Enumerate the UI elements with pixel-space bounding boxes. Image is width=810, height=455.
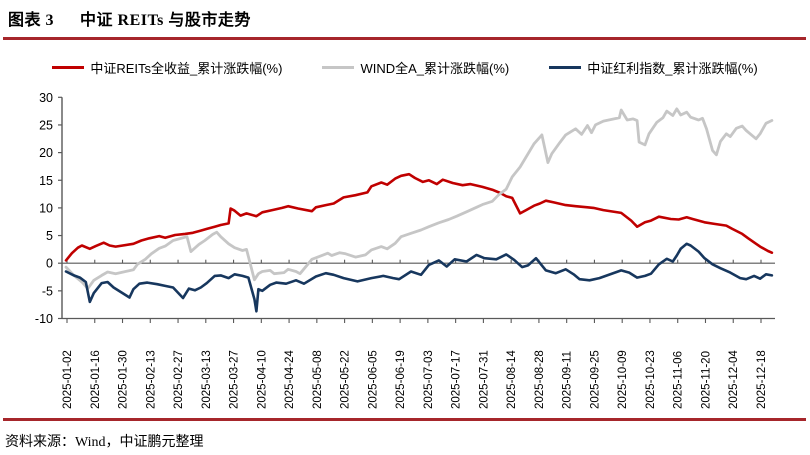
svg-text:2025-11-20: 2025-11-20 bbox=[700, 351, 712, 409]
svg-text:2025-03-13: 2025-03-13 bbox=[201, 350, 213, 409]
legend-item-dividend-index: 中证红利指数_累计涨跌幅(%) bbox=[549, 58, 758, 77]
svg-text:30: 30 bbox=[39, 91, 53, 105]
series-line bbox=[64, 172, 774, 262]
legend-item-wind-all-a: WIND全A_累计涨跌幅(%) bbox=[322, 58, 509, 77]
series-line bbox=[64, 107, 774, 291]
svg-text:2025-04-24: 2025-04-24 bbox=[284, 350, 296, 409]
svg-text:2025-03-27: 2025-03-27 bbox=[229, 350, 241, 409]
svg-text:5: 5 bbox=[46, 229, 53, 243]
svg-text:2025-02-27: 2025-02-27 bbox=[173, 350, 185, 409]
svg-text:2025-06-19: 2025-06-19 bbox=[395, 350, 407, 409]
svg-text:2025-09-11: 2025-09-11 bbox=[562, 351, 574, 409]
chart-legend: 中证REITs全收益_累计涨跌幅(%) WIND全A_累计涨跌幅(%) 中证红利… bbox=[0, 58, 810, 77]
page-title: 中证 REITs 与股市走势 bbox=[80, 12, 251, 29]
legend-label-dividend-index: 中证红利指数_累计涨跌幅(%) bbox=[587, 61, 758, 76]
svg-text:2025-10-23: 2025-10-23 bbox=[645, 350, 657, 409]
svg-text:10: 10 bbox=[39, 201, 53, 215]
svg-text:2025-07-03: 2025-07-03 bbox=[423, 350, 435, 409]
data-source-note: 资料来源：Wind，中证鹏元整理 bbox=[5, 435, 204, 450]
svg-text:2025-09-25: 2025-09-25 bbox=[589, 350, 601, 409]
series-line bbox=[64, 242, 774, 313]
svg-text:2025-07-31: 2025-07-31 bbox=[478, 350, 490, 409]
legend-label-wind-all-a: WIND全A_累计涨跌幅(%) bbox=[360, 61, 510, 76]
svg-text:-10: -10 bbox=[35, 312, 53, 326]
svg-text:2025-01-02: 2025-01-02 bbox=[62, 350, 74, 409]
svg-text:2025-05-08: 2025-05-08 bbox=[312, 350, 324, 409]
svg-text:2025-04-10: 2025-04-10 bbox=[256, 350, 268, 409]
figure-title: 图表 3 中证 REITs 与股市走势 bbox=[8, 6, 251, 30]
svg-text:0: 0 bbox=[46, 257, 53, 271]
svg-text:2025-06-05: 2025-06-05 bbox=[367, 350, 379, 409]
figure-number: 图表 3 bbox=[8, 12, 55, 29]
svg-text:25: 25 bbox=[39, 118, 53, 132]
svg-text:2025-02-13: 2025-02-13 bbox=[145, 350, 157, 409]
svg-text:2025-01-30: 2025-01-30 bbox=[118, 350, 130, 409]
svg-text:15: 15 bbox=[39, 174, 53, 188]
svg-text:2025-11-06: 2025-11-06 bbox=[673, 351, 685, 409]
svg-text:20: 20 bbox=[39, 146, 53, 160]
title-divider-rule bbox=[3, 37, 806, 40]
reits-line-swatch-icon bbox=[52, 66, 85, 69]
svg-text:2025-05-22: 2025-05-22 bbox=[340, 350, 352, 409]
svg-text:2025-01-16: 2025-01-16 bbox=[90, 350, 102, 409]
legend-item-reits: 中证REITs全收益_累计涨跌幅(%) bbox=[52, 58, 282, 77]
svg-text:2025-10-09: 2025-10-09 bbox=[617, 350, 629, 409]
svg-text:2025-08-28: 2025-08-28 bbox=[534, 350, 546, 409]
svg-text:2025-12-18: 2025-12-18 bbox=[756, 350, 768, 409]
footer-divider-rule bbox=[3, 418, 806, 421]
dividend-index-line-swatch-icon bbox=[549, 66, 582, 69]
svg-text:2025-08-14: 2025-08-14 bbox=[506, 350, 518, 409]
legend-label-reits: 中证REITs全收益_累计涨跌幅(%) bbox=[90, 61, 283, 76]
wind-all-a-line-swatch-icon bbox=[322, 66, 355, 69]
svg-text:2025-07-17: 2025-07-17 bbox=[451, 350, 463, 409]
svg-text:2025-12-04: 2025-12-04 bbox=[728, 350, 740, 409]
svg-text:-5: -5 bbox=[42, 284, 53, 298]
